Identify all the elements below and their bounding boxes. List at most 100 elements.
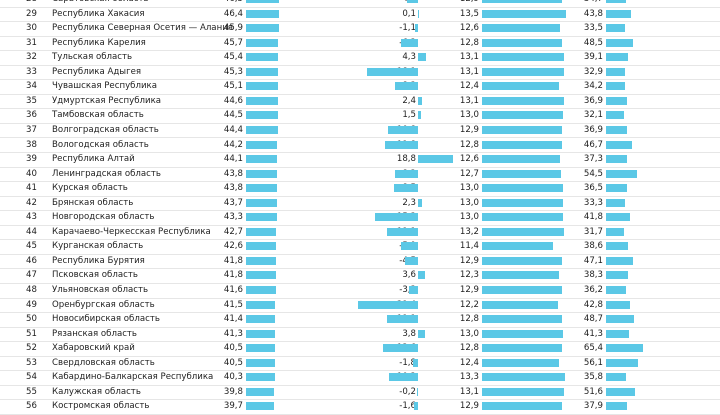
col1-bar <box>246 256 276 265</box>
table-row: 53 Свердловская область 40,5 -1,8 12,4 56,1 <box>0 356 720 372</box>
col3-value: 12,8 <box>459 37 479 48</box>
region-name: Республика Адыгея <box>52 66 142 77</box>
table-row: 32 Тульская область 45,4 4,3 13,1 39,1 <box>0 50 720 66</box>
col1-bar <box>246 140 278 149</box>
row-rank: 45 <box>26 241 37 252</box>
col3-value: 12,8 <box>459 343 479 354</box>
region-name: Республика Бурятия <box>52 255 145 266</box>
col1-bar <box>246 402 275 411</box>
region-name: Хабаровский край <box>52 343 135 354</box>
col1-value: 41,5 <box>223 299 243 310</box>
col4-bar <box>606 125 627 134</box>
col2-value: 18,8 <box>396 154 416 165</box>
col1-bar <box>246 198 277 207</box>
col2-value: 4,3 <box>402 52 416 63</box>
row-rank: 55 <box>26 386 37 397</box>
col3-bar <box>482 286 563 294</box>
col2-value: -1,6 <box>399 401 416 412</box>
col1-value: 45,4 <box>223 52 243 63</box>
col3-bar <box>482 53 564 62</box>
region-name: Оренбургская область <box>52 299 155 310</box>
row-rank: 48 <box>26 285 37 295</box>
col2-bar <box>405 256 418 265</box>
col1-bar <box>246 242 277 251</box>
col1-value: 44,4 <box>223 124 243 135</box>
col1-bar <box>246 111 278 120</box>
table-row: 39 Республика Алтай 44,1 18,8 12,6 37,3 <box>0 152 720 168</box>
col1-bar <box>246 315 276 324</box>
col2-value: 1,5 <box>402 110 416 121</box>
col1-bar <box>246 271 276 280</box>
region-name: Курганская область <box>52 241 144 252</box>
col1-value: 45,1 <box>223 81 243 92</box>
row-rank: 31 <box>26 37 37 48</box>
col1-value: 40,5 <box>223 343 243 354</box>
table-row: 36 Тамбовская область 44,5 1,5 13,0 32,1 <box>0 108 720 124</box>
col1-bar <box>246 82 278 91</box>
row-rank: 56 <box>26 401 37 412</box>
row-rank: 38 <box>26 139 37 150</box>
region-name: Тамбовская область <box>52 110 144 121</box>
col4-value: 36,2 <box>583 285 603 295</box>
col4-bar <box>606 198 625 207</box>
row-rank: 35 <box>26 95 37 106</box>
col4-value: 36,9 <box>583 95 603 106</box>
region-name: Свердловская область <box>52 357 155 368</box>
col1-value: 41,4 <box>223 314 243 325</box>
col3-bar <box>482 140 562 149</box>
col1-bar <box>246 387 275 396</box>
col3-bar <box>482 315 562 324</box>
col2-bar <box>387 125 418 134</box>
col2-value: 3,6 <box>402 270 416 281</box>
col1-value: 39,8 <box>223 386 243 397</box>
col2-bar <box>413 402 418 411</box>
table-row: 29 Республика Хакасия 46,4 0,1 13,5 43,8 <box>0 7 720 23</box>
row-rank: 54 <box>26 372 37 383</box>
region-name: Вологодская область <box>52 139 149 150</box>
row-rank: 53 <box>26 357 37 368</box>
col3-value: 13,0 <box>459 110 479 121</box>
row-rank: 32 <box>26 52 37 63</box>
col4-value: 48,7 <box>583 314 603 325</box>
col2-bar <box>418 271 425 280</box>
col2-bar <box>418 198 423 207</box>
col3-value: 13,3 <box>459 372 479 383</box>
col3-bar <box>482 184 563 193</box>
col1-bar <box>246 227 277 236</box>
col4-value: 65,4 <box>583 343 603 354</box>
col4-value: 34,7 <box>563 0 603 7</box>
col1-value: 43,3 <box>223 212 243 223</box>
col1-bar <box>246 125 278 134</box>
col4-value: 56,1 <box>583 357 603 368</box>
col3-value: 12,9 <box>459 124 479 135</box>
col1-bar <box>246 53 279 62</box>
col4-value: 46,7 <box>583 139 603 150</box>
col2-value: -1,1 <box>399 23 416 34</box>
col4-value: 31,7 <box>583 226 603 237</box>
col2-bar <box>406 0 418 3</box>
row-rank: 36 <box>26 110 37 121</box>
col4-bar <box>606 82 626 91</box>
col4-value: 41,8 <box>583 212 603 223</box>
col3-value: 12,9 <box>459 285 479 295</box>
col2-bar <box>386 315 418 324</box>
table-row: 56 Костромская область 39,7 -1,6 12,9 37,9 <box>0 399 720 415</box>
col3-bar <box>482 24 561 33</box>
row-rank: 34 <box>26 81 37 92</box>
col4-bar <box>606 315 634 324</box>
col2-bar <box>414 24 418 33</box>
col1-value: 41,6 <box>223 285 243 295</box>
col4-bar <box>606 300 631 309</box>
col2-bar <box>418 329 426 338</box>
col3-value: 12,2 <box>459 299 479 310</box>
col1-value: 46,4 <box>223 8 243 19</box>
col3-value: 13,1 <box>459 52 479 63</box>
col4-value: 33,3 <box>583 197 603 208</box>
col1-bar <box>246 358 275 367</box>
table-row: 51 Рязанская область 41,3 3,8 13,0 41,3 <box>0 327 720 343</box>
region-name: Волгоградская область <box>52 124 159 135</box>
col2-bar <box>395 169 418 178</box>
col1-bar <box>246 96 278 105</box>
col2-bar <box>375 213 418 222</box>
